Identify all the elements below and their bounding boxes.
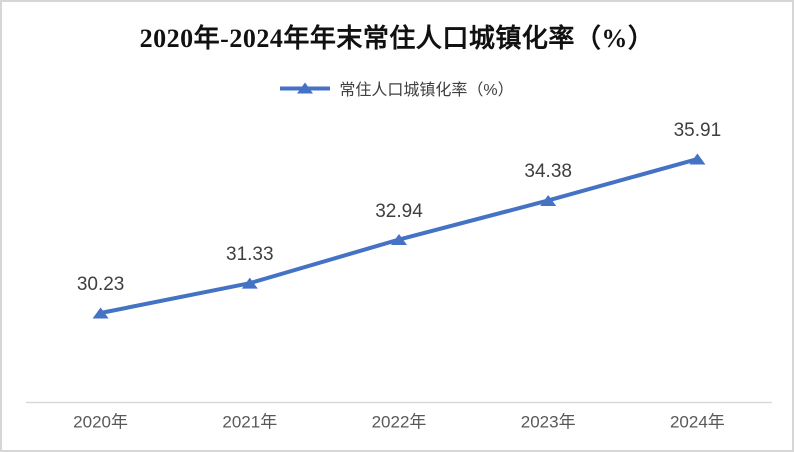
data-label: 31.33 [226, 244, 274, 266]
data-point-marker [92, 307, 109, 319]
data-label: 32.94 [375, 200, 423, 222]
data-label: 34.38 [524, 161, 572, 183]
x-axis-label: 2022年 [371, 412, 427, 432]
data-label: 30.23 [76, 274, 125, 295]
x-axis-label: 2023年 [520, 412, 576, 432]
data-point-marker [540, 194, 557, 206]
legend-label: 常住人口城镇化率（%） [339, 82, 514, 99]
x-axis-label: 2021年 [222, 412, 278, 432]
x-axis-label: 2024年 [669, 412, 725, 432]
legend-line-triangle-icon [280, 82, 331, 94]
data-point-marker [391, 234, 407, 246]
chart-title: 2020年-2024年年末常住人口城镇化率（%） [139, 24, 655, 53]
data-point-marker [689, 153, 706, 165]
x-axis-label: 2020年 [73, 412, 129, 432]
data-label: 35.91 [673, 120, 722, 141]
data-point-marker [241, 277, 258, 289]
legend: 常住人口城镇化率（%） [2, 76, 792, 100]
